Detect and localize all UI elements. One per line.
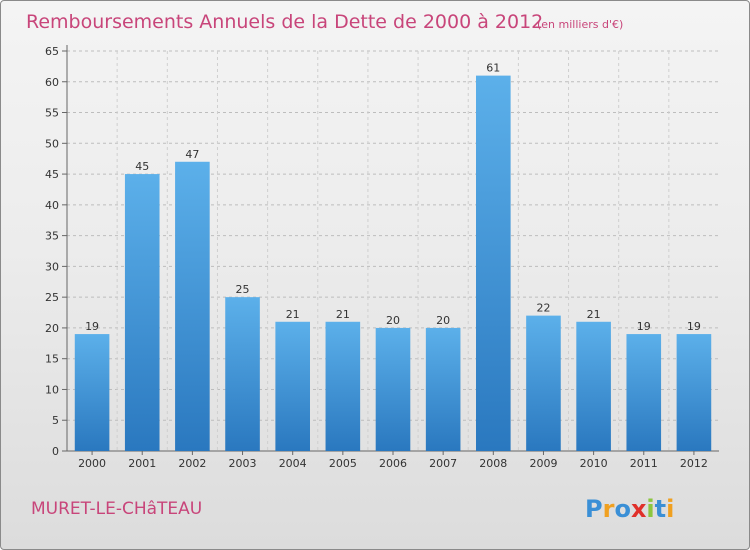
bar xyxy=(576,321,611,451)
x-tick-label: 2012 xyxy=(680,457,708,470)
bar xyxy=(676,334,712,451)
data-label: 61 xyxy=(486,62,500,75)
data-label: 25 xyxy=(236,283,250,296)
bar xyxy=(375,327,411,451)
proxiti-logo: Proxiti xyxy=(585,495,674,523)
labels: 0 5 10 15 20 25 30 35 40 45 50 55 60 65 19 2000 45 2001 47… xyxy=(45,45,708,470)
logo-letter: r xyxy=(603,495,615,523)
data-label: 21 xyxy=(286,308,300,321)
bar xyxy=(124,174,160,452)
logo-letter: i xyxy=(646,495,654,523)
data-label: 47 xyxy=(185,148,199,161)
x-tick-label: 2011 xyxy=(630,457,658,470)
logo-letter: x xyxy=(631,495,647,523)
x-tick-label: 2005 xyxy=(329,457,357,470)
bar xyxy=(74,334,110,451)
bars xyxy=(74,75,712,452)
chart-title: Remboursements Annuels de la Dette de 20… xyxy=(26,11,543,33)
bar xyxy=(225,297,260,451)
data-label: 21 xyxy=(587,308,601,321)
y-tick-label: 10 xyxy=(45,383,59,396)
y-tick-label: 35 xyxy=(45,230,59,243)
logo-letter: P xyxy=(585,495,603,523)
bar xyxy=(425,327,461,451)
y-tick-label: 60 xyxy=(45,76,59,89)
y-tick-label: 15 xyxy=(45,353,59,366)
commune-name: MURET-LE-CHâTEAU xyxy=(31,499,202,519)
y-tick-label: 45 xyxy=(45,168,59,181)
x-tick-label: 2001 xyxy=(128,457,156,470)
y-tick-label: 0 xyxy=(52,445,59,458)
y-tick-label: 50 xyxy=(45,137,59,150)
x-tick-label: 2010 xyxy=(580,457,608,470)
logo-letter: i xyxy=(666,495,674,523)
chart-unit-note: (en milliers d'€) xyxy=(537,18,623,31)
x-tick-label: 2007 xyxy=(429,457,457,470)
y-tick-label: 40 xyxy=(45,199,59,212)
bar xyxy=(526,315,561,451)
bar xyxy=(476,75,511,451)
data-label: 45 xyxy=(135,160,149,173)
x-tick-label: 2009 xyxy=(529,457,557,470)
x-tick-label: 2004 xyxy=(279,457,307,470)
data-label: 19 xyxy=(637,320,651,333)
y-tick-label: 20 xyxy=(45,322,59,335)
y-tick-label: 55 xyxy=(45,107,59,120)
x-tick-label: 2008 xyxy=(479,457,507,470)
data-label: 20 xyxy=(436,314,450,327)
data-label: 21 xyxy=(336,308,350,321)
y-tick-label: 65 xyxy=(45,45,59,58)
x-tick-label: 2002 xyxy=(178,457,206,470)
y-tick-label: 5 xyxy=(52,414,59,427)
data-label: 19 xyxy=(85,320,99,333)
data-label: 22 xyxy=(536,302,550,315)
x-tick-label: 2003 xyxy=(229,457,257,470)
logo-letter: t xyxy=(655,495,666,523)
x-tick-label: 2000 xyxy=(78,457,106,470)
y-tick-label: 30 xyxy=(45,260,59,273)
bar xyxy=(275,321,310,451)
data-label: 19 xyxy=(687,320,701,333)
bar xyxy=(626,334,662,451)
bar xyxy=(325,321,361,451)
y-tick-label: 25 xyxy=(45,291,59,304)
data-label: 20 xyxy=(386,314,400,327)
bar xyxy=(175,161,210,451)
logo-letter: o xyxy=(614,495,631,523)
x-tick-label: 2006 xyxy=(379,457,407,470)
